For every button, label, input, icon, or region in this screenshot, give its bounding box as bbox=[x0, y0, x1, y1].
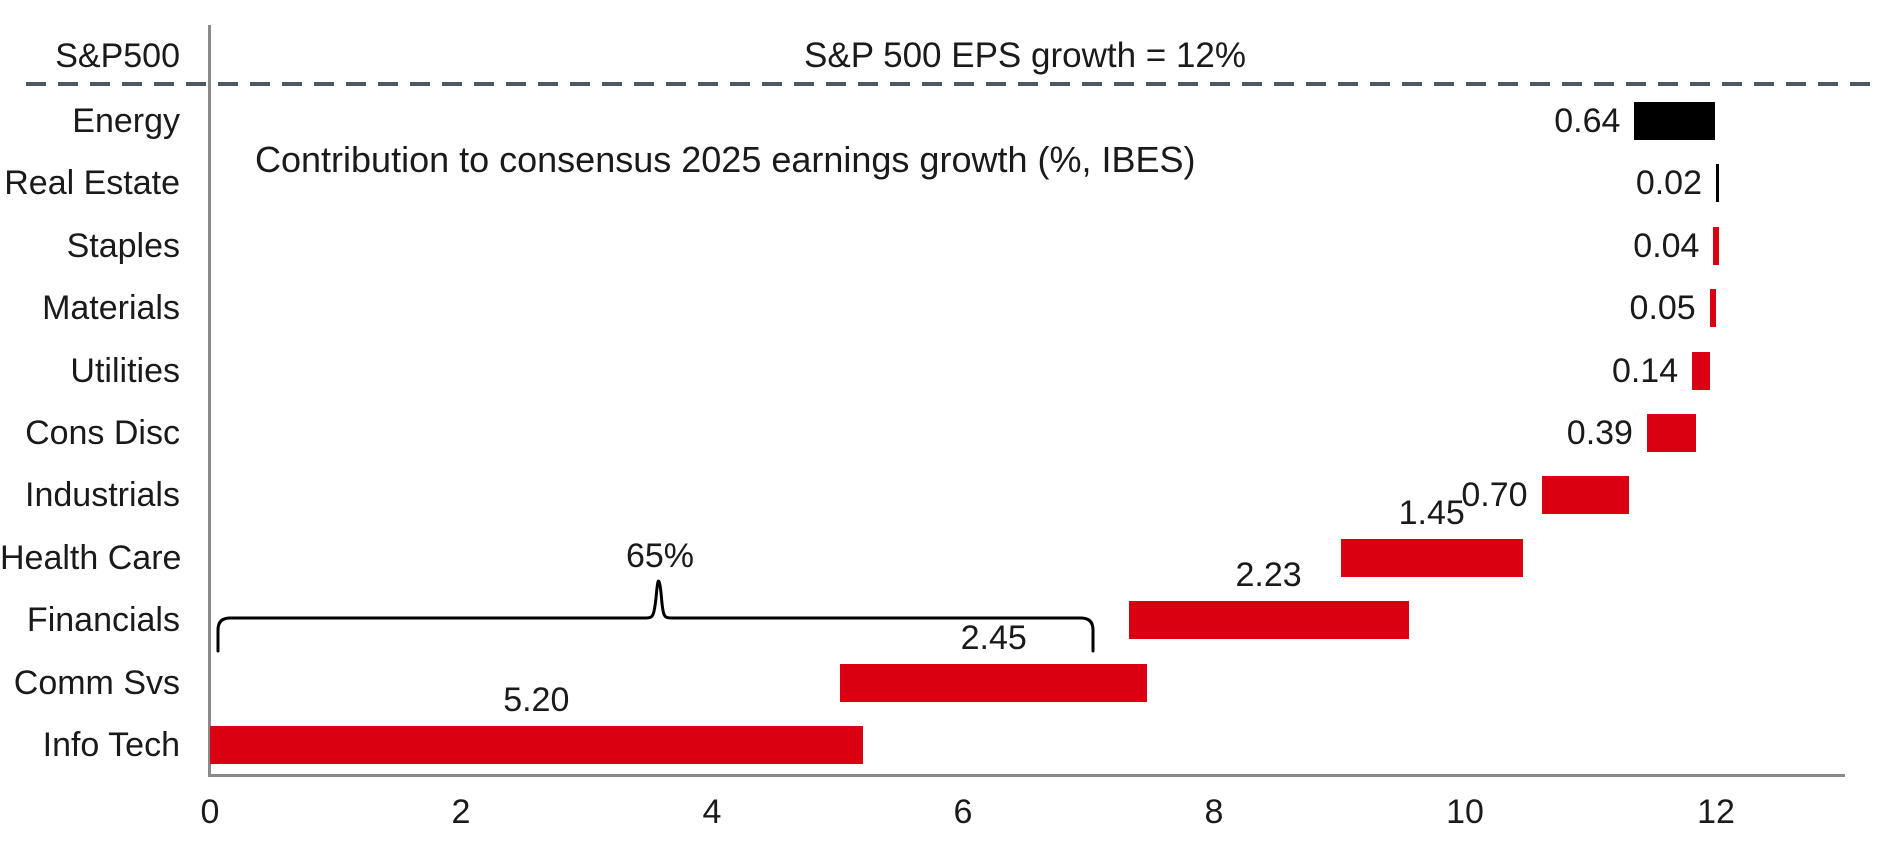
waterfall-bar bbox=[840, 663, 1148, 702]
category-label: Real Estate bbox=[4, 164, 180, 203]
waterfall-bar bbox=[1634, 102, 1715, 140]
category-label: Utilities bbox=[70, 351, 180, 390]
waterfall-bar bbox=[1709, 289, 1716, 328]
value-label: 1.45 bbox=[1398, 493, 1465, 532]
x-tick-label: 4 bbox=[702, 793, 722, 831]
category-label: Info Tech bbox=[42, 726, 180, 764]
waterfall-bar bbox=[1713, 226, 1719, 265]
y-axis-line bbox=[208, 25, 211, 776]
category-label: Financials bbox=[26, 601, 180, 640]
waterfall-bar bbox=[1340, 538, 1523, 577]
category-label: Cons Disc bbox=[25, 414, 180, 452]
waterfall-bar bbox=[210, 726, 863, 764]
x-tick-label: 6 bbox=[953, 793, 973, 831]
waterfall-bar bbox=[1646, 414, 1696, 452]
value-label: 0.04 bbox=[1633, 226, 1700, 265]
value-label: 0.64 bbox=[1554, 102, 1621, 140]
value-label: 2.23 bbox=[1235, 556, 1302, 595]
waterfall-bar bbox=[1692, 351, 1710, 390]
category-label: Industrials bbox=[25, 476, 180, 515]
category-label: Materials bbox=[42, 289, 180, 328]
x-tick-label: 10 bbox=[1446, 793, 1484, 831]
x-axis-line bbox=[208, 774, 1845, 777]
x-tick-label: 12 bbox=[1697, 793, 1735, 831]
category-label: Health Care bbox=[0, 538, 182, 577]
eps-target-annotation: S&P 500 EPS growth = 12% bbox=[804, 36, 1246, 75]
waterfall-bar bbox=[1541, 476, 1630, 515]
category-label: Energy bbox=[72, 102, 180, 140]
waterfall-bar bbox=[1128, 601, 1409, 640]
eps-target-dashed-line bbox=[26, 82, 1872, 86]
x-tick-label: 2 bbox=[451, 793, 471, 831]
value-label: 0.05 bbox=[1629, 289, 1696, 328]
value-label: 2.45 bbox=[960, 618, 1027, 657]
x-tick-label: 0 bbox=[200, 793, 220, 831]
value-label: 0.70 bbox=[1461, 476, 1528, 515]
x-tick-label: 8 bbox=[1204, 793, 1224, 831]
chart-title: Contribution to consensus 2025 earnings … bbox=[255, 139, 1196, 180]
sp500-row-label: S&P500 bbox=[55, 37, 180, 75]
category-label: Staples bbox=[66, 226, 180, 265]
waterfall-bar bbox=[1716, 164, 1719, 203]
category-label: Comm Svs bbox=[13, 663, 180, 702]
value-label: 0.14 bbox=[1611, 351, 1679, 390]
bracket-percent-label: 65% bbox=[625, 537, 695, 575]
value-label: 0.39 bbox=[1566, 414, 1633, 452]
value-label: 5.20 bbox=[503, 681, 570, 719]
value-label: 0.02 bbox=[1635, 164, 1702, 203]
